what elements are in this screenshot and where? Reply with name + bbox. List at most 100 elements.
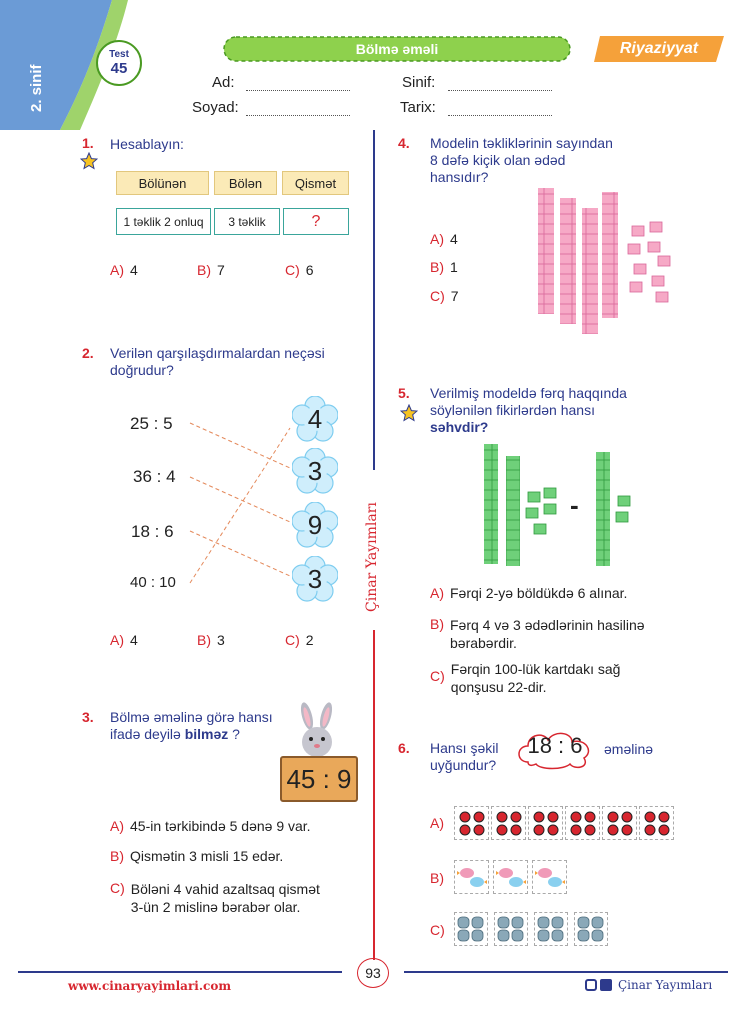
q3-sign-text: 45 : 9 <box>286 763 352 794</box>
ladybug-group <box>639 806 674 840</box>
q3-sign: 45 : 9 <box>280 756 358 802</box>
option-letter: C) <box>430 668 445 684</box>
ladybug-icon <box>496 811 521 836</box>
footer-publisher: Çinar Yayımları <box>585 978 712 992</box>
q2-left-expr: 25 : 5 <box>130 414 173 433</box>
option-letter: A) <box>430 815 444 831</box>
ladybug-group <box>602 806 637 840</box>
q6-option-a[interactable]: A) <box>430 815 450 831</box>
q2-right-value: 9 <box>307 509 323 540</box>
q2-left-expr: 40 : 10 <box>130 574 176 591</box>
footer-website[interactable]: www.cinaryayimlari.com <box>68 979 232 993</box>
option-letter: B) <box>110 848 124 864</box>
option-text: Qismətin 3 misli 15 edər. <box>130 848 284 864</box>
q4-text-line: 8 dəfə kiçik olan ədəd <box>430 152 566 168</box>
q2-number: 2. <box>82 345 94 361</box>
class-field[interactable] <box>448 90 552 91</box>
q6-option-a-picture[interactable] <box>454 806 680 840</box>
option-letter: B) <box>430 616 444 632</box>
q6-text-line: Hansı şəkil <box>430 740 499 756</box>
name-label: Ad: <box>212 74 235 91</box>
test-label: Test <box>109 49 129 60</box>
q5-text-line: Verilmiş modeldə fərq haqqında <box>430 385 627 401</box>
option-letter: B) <box>197 632 211 648</box>
name-field[interactable] <box>246 90 350 91</box>
ladybug-icon <box>644 811 669 836</box>
q6-option-c[interactable]: C) <box>430 922 451 938</box>
q2-match-lines <box>189 422 291 584</box>
q6-text-line: uyğundur? <box>430 757 497 773</box>
option-letter: A) <box>430 585 444 601</box>
footer-publisher-name: Çinar Yayımları <box>618 978 713 992</box>
owl-group <box>494 912 528 946</box>
option-letter: C) <box>285 262 300 278</box>
date-field[interactable] <box>448 115 552 116</box>
q4-option-c[interactable]: C) 7 <box>430 288 459 304</box>
q2-option-b[interactable]: B) 3 <box>197 632 225 648</box>
option-letter: B) <box>430 259 444 275</box>
option-text: 45-in tərkibində 5 dənə 9 var. <box>130 818 311 834</box>
option-letter: B) <box>197 262 211 278</box>
star-icon <box>80 152 98 170</box>
option-text: 4 <box>130 632 138 648</box>
q5-base-ten-blocks <box>484 444 631 566</box>
bird-icon <box>534 868 565 887</box>
facebook-icon[interactable] <box>600 979 612 991</box>
bird-icon <box>456 868 487 887</box>
q6-option-b[interactable]: B) <box>430 870 450 886</box>
option-letter: A) <box>430 231 444 247</box>
q5-option-c[interactable]: C) Fərqin 100-lük kartdakı sağ qonşusu 22… <box>430 660 620 696</box>
option-letter: A) <box>110 818 124 834</box>
ladybug-group <box>528 806 563 840</box>
test-badge: Test 45 <box>96 40 142 86</box>
footer-lines <box>18 971 728 973</box>
owl-group <box>574 912 608 946</box>
center-divider <box>373 130 375 960</box>
rabbit-icon <box>300 702 333 757</box>
option-letter: B) <box>430 870 444 886</box>
instagram-icon[interactable] <box>585 979 597 991</box>
q4-base-ten-blocks <box>538 188 671 334</box>
q4-text-line: Modelin təkliklərinin sayından <box>430 135 613 151</box>
q1-option-a[interactable]: A) 4 <box>110 262 138 278</box>
q1-value-dividend: 1 təklik 2 onluq <box>116 208 211 235</box>
option-letter: A) <box>110 262 124 278</box>
q5-text-line: söylənilən fikirlərdən hansı <box>430 402 595 418</box>
option-text: Fərqi 2-yə böldükdə 6 alınar. <box>450 585 628 601</box>
ladybug-icon <box>570 811 595 836</box>
q6-cloud <box>518 732 590 770</box>
q3-option-b[interactable]: B) Qismətin 3 misli 15 edər. <box>110 848 283 864</box>
q4-option-b[interactable]: B) 1 <box>430 259 458 275</box>
surname-field[interactable] <box>246 115 350 116</box>
q2-flower: 4 <box>291 395 339 442</box>
ladybug-icon <box>533 811 558 836</box>
option-text: qonşusu 22-dir. <box>450 679 547 695</box>
owl-icon <box>577 916 604 942</box>
q2-option-c[interactable]: C) 2 <box>285 632 314 648</box>
q5-number: 5. <box>398 385 410 401</box>
option-letter: C) <box>430 288 445 304</box>
q3-text-part: ? <box>228 726 240 742</box>
q4-option-a[interactable]: A) 4 <box>430 231 458 247</box>
q3-option-a[interactable]: A) 45-in tərkibində 5 dənə 9 var. <box>110 818 311 834</box>
q3-text-emphasis: bilməz <box>184 726 229 742</box>
option-text: 1 <box>450 259 458 275</box>
bird-icon <box>495 868 526 887</box>
q1-option-c[interactable]: C) 6 <box>285 262 314 278</box>
q2-left-expr: 36 : 4 <box>133 467 176 486</box>
owl-icon <box>537 916 564 942</box>
q3-option-c[interactable]: C) Böləni 4 vahid azaltsaq qismət 3-ün 2 … <box>110 880 320 916</box>
q6-option-c-picture[interactable] <box>454 912 614 946</box>
q1-option-b[interactable]: B) 7 <box>197 262 225 278</box>
q2-left-expr: 18 : 6 <box>131 522 174 541</box>
q5-option-a[interactable]: A) Fərqi 2-yə böldükdə 6 alınar. <box>430 585 627 601</box>
q6-option-b-picture[interactable] <box>454 860 572 894</box>
q2-option-a[interactable]: A) 4 <box>110 632 138 648</box>
option-text: Böləni 4 vahid azaltsaq qismət <box>130 881 320 897</box>
test-number: 45 <box>110 60 128 77</box>
q6-suffix: əməlinə <box>604 741 654 757</box>
q1-value-quotient[interactable]: ? <box>283 208 349 235</box>
q5-option-b[interactable]: B) Fərq 4 və 3 ədədlərinin hasilinə bərab… <box>430 616 645 652</box>
q1-text: Hesablayın: <box>110 136 184 152</box>
q1-header-quotient: Qismət <box>282 171 349 195</box>
